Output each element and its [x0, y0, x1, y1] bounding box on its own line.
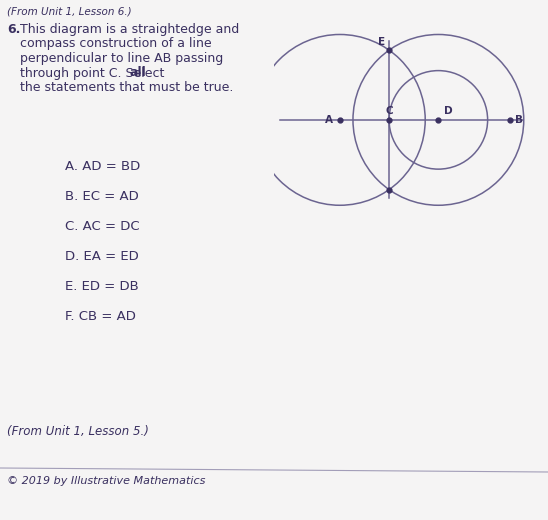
Text: B: B — [515, 115, 523, 125]
Text: This diagram is a straightedge and: This diagram is a straightedge and — [20, 23, 239, 36]
Text: B. EC = AD: B. EC = AD — [65, 190, 139, 203]
Text: (From Unit 1, Lesson 5.): (From Unit 1, Lesson 5.) — [7, 425, 149, 438]
Text: C. AC = DC: C. AC = DC — [65, 220, 140, 233]
Text: A. AD = BD: A. AD = BD — [65, 160, 140, 173]
Text: perpendicular to line AB passing: perpendicular to line AB passing — [20, 52, 223, 65]
Text: the statements that must be true.: the statements that must be true. — [20, 81, 233, 94]
Text: D. EA = ED: D. EA = ED — [65, 250, 139, 263]
Text: E. ED = DB: E. ED = DB — [65, 280, 139, 293]
Text: F. CB = AD: F. CB = AD — [65, 310, 136, 323]
Text: © 2019 by Illustrative Mathematics: © 2019 by Illustrative Mathematics — [7, 476, 206, 486]
Text: compass construction of a line: compass construction of a line — [20, 37, 212, 50]
Text: E: E — [378, 37, 385, 47]
Text: all: all — [130, 67, 147, 80]
Text: A: A — [325, 115, 333, 125]
Text: through point C. Select: through point C. Select — [20, 67, 168, 80]
Text: C: C — [385, 106, 393, 116]
Text: (From Unit 1, Lesson 6.): (From Unit 1, Lesson 6.) — [7, 7, 132, 17]
Text: D: D — [444, 106, 453, 116]
Text: 6.: 6. — [7, 23, 20, 36]
